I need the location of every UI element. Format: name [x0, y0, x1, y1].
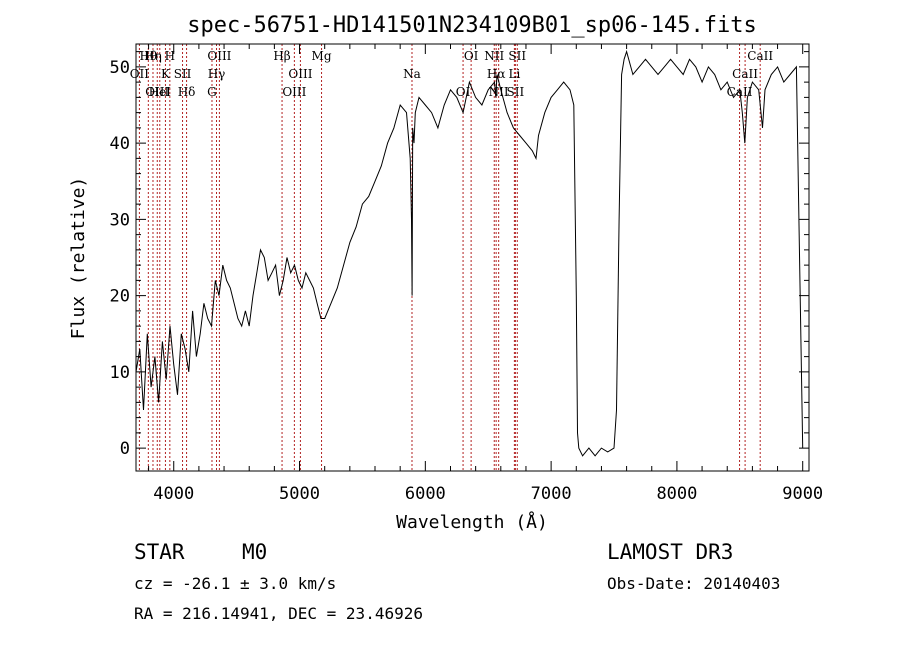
line-markers [138, 44, 761, 471]
line-marker-label: G [207, 85, 217, 99]
line-marker-label: Hθ [139, 49, 157, 63]
survey-name: LAMOST DR3 [607, 540, 734, 564]
x-tick-label: 7000 [531, 484, 572, 504]
line-marker-label: HeI [149, 85, 172, 99]
y-tick-label: 50 [110, 58, 130, 78]
spectrum-line [135, 49, 804, 457]
line-marker-label: H [165, 49, 175, 63]
object-type: STAR [134, 540, 185, 564]
line-marker-label: OIII [145, 85, 169, 99]
x-tick-label: 9000 [782, 484, 823, 504]
y-tick-label: 0 [120, 439, 130, 459]
y-tick-label: 40 [110, 134, 130, 154]
plot-frame [135, 43, 810, 472]
x-axis-label: Wavelength (Å) [396, 511, 548, 533]
line-marker-label: OIII [207, 49, 231, 63]
line-marker-label: OIII [282, 85, 306, 99]
line-marker-label: OI [464, 49, 479, 63]
line-marker-label: OIII [288, 67, 312, 81]
line-marker-label: CaII [747, 49, 773, 63]
line-marker-label: CaII [732, 67, 758, 81]
coordinates-line: RA = 216.14941, DEC = 23.46926 [134, 604, 423, 623]
y-tick-label: 20 [110, 287, 130, 307]
redshift-line: cz = -26.1 ± 3.0 km/s [134, 574, 337, 593]
line-marker-label: OII [130, 67, 150, 81]
line-marker-label: Hδ [178, 85, 196, 99]
x-tick-label: 8000 [656, 484, 697, 504]
line-marker-label: Hβ [273, 49, 290, 63]
line-marker-label: SII [174, 67, 192, 81]
line-marker-label: Mg [312, 49, 332, 63]
line-marker-label: Hγ [208, 67, 226, 81]
y-tick-label: 10 [110, 363, 130, 383]
line-marker-label: NII [489, 85, 509, 99]
y-axis-label: Flux (relative) [68, 177, 89, 340]
x-tick-label: 6000 [405, 484, 446, 504]
line-marker-label: K [161, 67, 171, 81]
line-marker-label: Li [508, 67, 520, 81]
x-tick-label: 4000 [153, 484, 194, 504]
line-marker-label: SII [508, 49, 526, 63]
line-marker-label: Hα [487, 67, 506, 81]
line-marker-label: Hη [144, 49, 162, 63]
x-axis: 4000 5000 6000 7000 8000 9000 [148, 44, 823, 504]
line-marker-label: Na [403, 67, 421, 81]
x-tick-label: 5000 [279, 484, 320, 504]
line-marker-label: SII [507, 85, 525, 99]
chart-title: spec-56751-HD141501N234109B01_sp06-145.f… [187, 13, 757, 38]
obs-date-line: Obs-Date: 20140403 [607, 574, 781, 593]
y-tick-label: 30 [110, 210, 130, 230]
spectral-subclass: M0 [242, 540, 268, 564]
line-marker-label: NII [484, 49, 504, 63]
y-axis: 0 10 20 30 40 50 [110, 51, 809, 459]
